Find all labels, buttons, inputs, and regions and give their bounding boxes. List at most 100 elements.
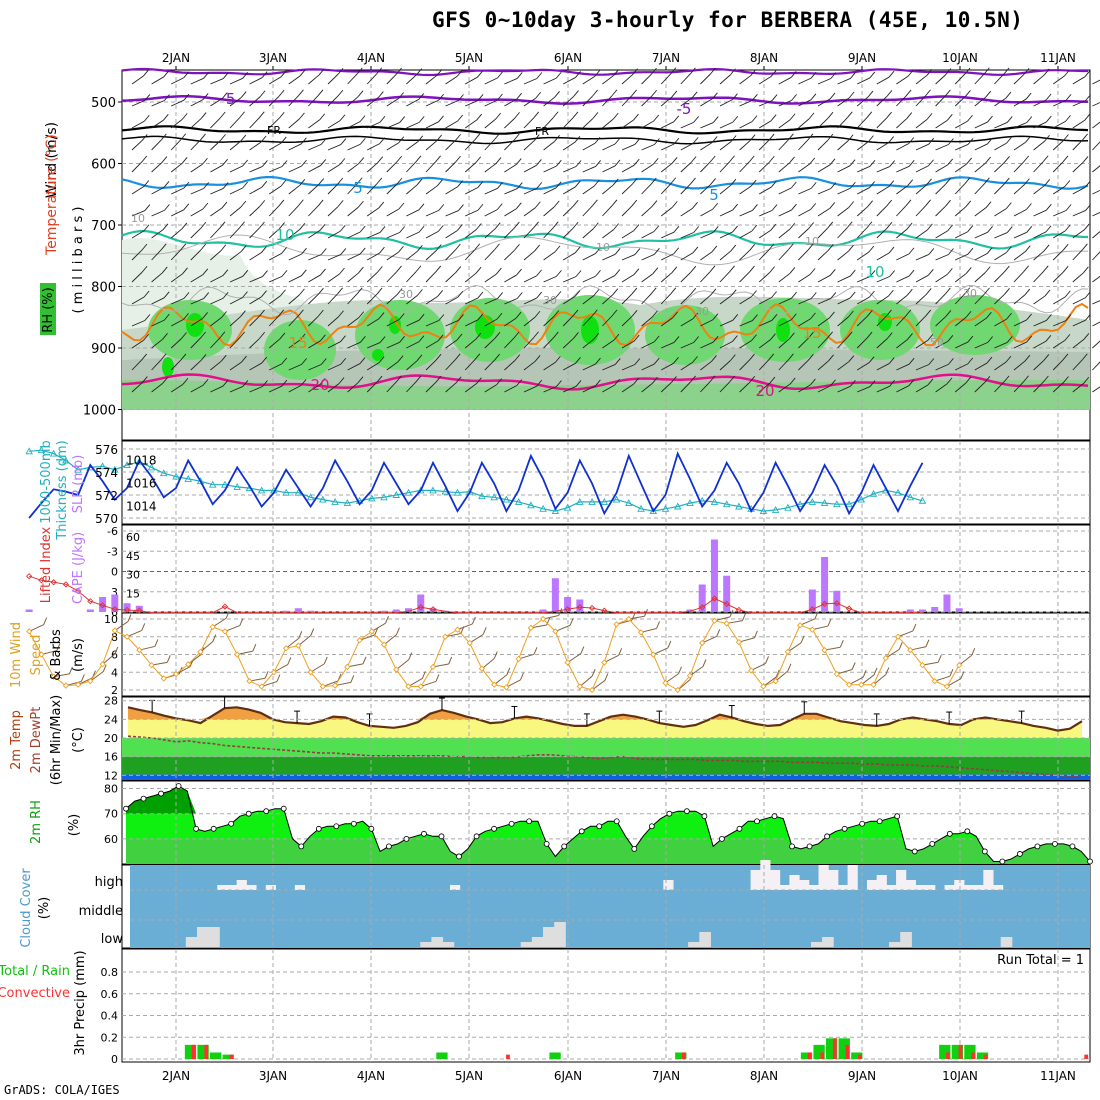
rh-blob: [840, 300, 920, 360]
lifted-index-point: [723, 600, 730, 608]
wind-barb-flag: [181, 157, 188, 164]
wind-barb-flag: [379, 115, 386, 123]
wind-barb-flag: [749, 244, 756, 251]
wind-barb: [641, 163, 654, 173]
wind-barb-flag: [300, 379, 307, 386]
wind-barb-flag: [298, 89, 304, 97]
wind-barb-flag: [454, 353, 461, 361]
wind-barb: [817, 317, 830, 327]
wind-barb-flag: [142, 376, 148, 383]
thickness-point: [392, 491, 401, 498]
thickness-point: [490, 493, 498, 501]
wind-barb-flag: [908, 379, 915, 386]
wind-barb: [798, 249, 809, 261]
wind-barb: [562, 77, 576, 85]
wind-barb: [484, 139, 495, 151]
wind-barb-flag: [1043, 375, 1049, 383]
wind-barb-flag: [611, 309, 618, 317]
wind-barb-flag: [690, 375, 696, 383]
wind-barb-flag: [809, 157, 816, 165]
precip-bar-total: [549, 1052, 561, 1059]
wind-barb: [915, 143, 929, 151]
wind-barb: [817, 227, 829, 239]
wind-barb: [817, 250, 829, 261]
wind-barb-flag: [631, 89, 637, 97]
surface-wind-barb: [738, 637, 755, 643]
cape-bar: [906, 609, 914, 612]
wind-barb-flag: [183, 181, 190, 189]
wind-barb: [857, 276, 871, 283]
wind-barb: [249, 206, 261, 217]
wind-barb-flag: [1045, 203, 1052, 211]
wind-barb-flag: [183, 71, 190, 79]
surface-wind-barb: [873, 674, 887, 686]
wind-barb: [641, 183, 652, 195]
wind-barb: [719, 319, 733, 327]
wind-barb: [268, 315, 280, 327]
wind-barb: [268, 205, 280, 217]
cloud-bar-high: [217, 885, 228, 890]
wind-barb-flag: [438, 115, 444, 123]
cloud-bar-low: [1000, 937, 1013, 947]
wind-barb: [543, 316, 555, 327]
wind-barb: [171, 187, 185, 195]
cloud-bar-low: [554, 922, 566, 947]
wind-speed-point: [662, 679, 669, 687]
wind-barb-flag: [1025, 92, 1032, 100]
wind-barb: [367, 121, 381, 129]
wind-barb-flag: [475, 332, 482, 340]
wind-barb: [367, 232, 381, 239]
wind-barb: [954, 183, 966, 195]
wind-barb-flag: [219, 331, 226, 339]
wind-barb-flag: [575, 380, 582, 387]
wind-barb: [464, 139, 476, 151]
wind-barb: [308, 205, 319, 217]
wind-barb: [229, 316, 241, 327]
wind-barb: [994, 318, 1007, 327]
surface-wind-barb-flag: [298, 631, 303, 639]
wind-barb-flag: [886, 199, 893, 207]
surface-wind-barb: [910, 646, 927, 651]
precip-bar-convective: [229, 1054, 234, 1059]
wind-barb-flag: [222, 72, 229, 79]
rh-point: [876, 818, 883, 825]
wind-barb-flag: [947, 158, 954, 166]
wind-barb-flag: [690, 67, 696, 75]
cape-bar: [539, 609, 547, 612]
cloud-bar-high: [866, 880, 878, 890]
wind-barb-flag: [789, 222, 796, 230]
wind-barb: [406, 381, 417, 393]
wind-barb-flag: [301, 358, 307, 365]
wind-barb: [386, 319, 400, 327]
axis-label-thickness-2: Thickness (dm): [55, 440, 70, 540]
rh-point: [648, 823, 655, 830]
wind-barb-flag: [711, 245, 718, 253]
cloud-bar-high: [886, 885, 897, 890]
surface-wind-barb: [481, 658, 495, 670]
surface-wind-barb-flag: [678, 666, 683, 674]
wind-barb: [1092, 211, 1100, 217]
wind-barb-flag: [849, 291, 856, 299]
wind-barb: [445, 120, 458, 129]
wind-barb: [151, 119, 164, 129]
wind-barb: [151, 100, 165, 107]
wind-barb: [1013, 251, 1026, 261]
wind-barb-flag: [280, 289, 286, 297]
wind-barb: [994, 183, 1005, 195]
wind-barb-flag: [259, 200, 266, 207]
wind-barb: [229, 337, 240, 349]
surface-wind-barb-flag: [862, 669, 867, 678]
wind-barb: [719, 99, 733, 107]
wind-barb-flag: [1045, 334, 1052, 342]
wind-barb: [1072, 319, 1086, 327]
wind-barb: [700, 98, 713, 107]
wind-barb: [190, 249, 202, 261]
wind-barb: [602, 143, 616, 151]
wind-barb-flag: [516, 72, 523, 79]
surface-wind-barb: [102, 653, 116, 665]
wind-barb-flag: [869, 270, 876, 277]
isotherm-15: [121, 302, 1089, 347]
precip-bar-convective: [682, 1052, 686, 1059]
surface-wind-barb: [885, 648, 900, 659]
wind-barb: [562, 117, 574, 129]
